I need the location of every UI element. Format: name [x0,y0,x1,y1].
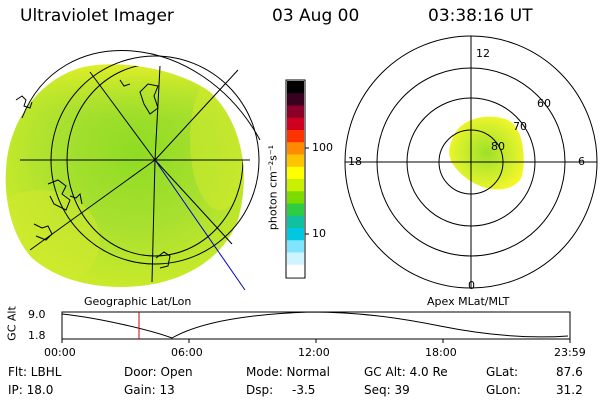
y-bottom-label: 1.8 [28,329,46,342]
polar-plot [344,35,598,289]
status-flt: Flt: LBHL [8,365,62,379]
status-gc-alt: GC Alt: 4.0 Re [364,365,448,379]
status-seq: Seq: 39 [364,383,410,397]
time-tick-4: 23:59 [554,346,586,359]
colorbar-cell [287,179,304,192]
time-tick-3: 18:00 [425,346,457,359]
colorbar-cell [287,240,304,254]
colorbar-cell [287,117,304,131]
colorbar-cell [287,130,304,143]
colorbar-cell [287,142,304,156]
colorbar-cell [287,215,304,229]
colorbar-tick-10: 10 [312,227,326,240]
colorbar-cell [287,191,304,205]
colorbar-unit-label: photon cm⁻²s⁻¹ [266,144,280,231]
gc-alt-timeline [61,311,571,343]
status-dsp-label: Dsp: [246,383,274,397]
colorbar-cell [287,105,304,119]
colorbar-tick-100: 100 [312,141,333,154]
colorbar-cell [287,81,304,94]
mlt-12-label: 12 [476,47,490,60]
lat-60-label: 60 [537,97,551,110]
lat-70-label: 70 [513,120,527,133]
status-ip: IP: 18.0 [8,383,54,397]
gc-alt-axis-label: GC Alt [5,306,19,341]
colorbar [285,79,309,279]
geo-image [5,50,261,291]
time-tick-1: 06:00 [171,346,203,359]
status-door: Door: Open [124,365,193,379]
instrument-title: Ultraviolet Imager [20,6,174,26]
status-glat-value: 87.6 [556,365,583,379]
mlt-0-label: 0 [468,279,475,292]
apex-panel-label: Apex MLat/MLT [427,295,510,308]
status-gain: Gain: 13 [124,383,175,397]
auroral-oval [449,116,524,190]
status-glon-label: GLon: [486,383,521,397]
time-tick-0: 00:00 [44,346,76,359]
colorbar-cell [287,252,304,266]
colorbar-cell [287,154,304,168]
status-mode: Mode: Normal [246,365,330,379]
colorbar-cell [287,93,304,107]
geo-panel-label: Geographic Lat/Lon [84,295,192,308]
colorbar-cell [287,203,304,217]
date-label: 03 Aug 00 [272,6,360,26]
gc-alt-curve [61,311,569,339]
mlt-6-label: 6 [578,155,585,168]
status-glat-label: GLat: [486,365,519,379]
colorbar-cell [287,228,304,241]
time-tick-2: 12:00 [298,346,330,359]
status-glon-value: 31.2 [556,383,583,397]
colorbar-cell [287,166,304,180]
colorbar-cell [287,264,304,278]
time-label: 03:38:16 UT [428,6,533,26]
status-dsp-value: -3.5 [292,383,316,397]
lat-80-label: 80 [491,140,505,153]
y-top-label: 9.0 [28,308,46,321]
mlt-18-label: 18 [348,155,362,168]
